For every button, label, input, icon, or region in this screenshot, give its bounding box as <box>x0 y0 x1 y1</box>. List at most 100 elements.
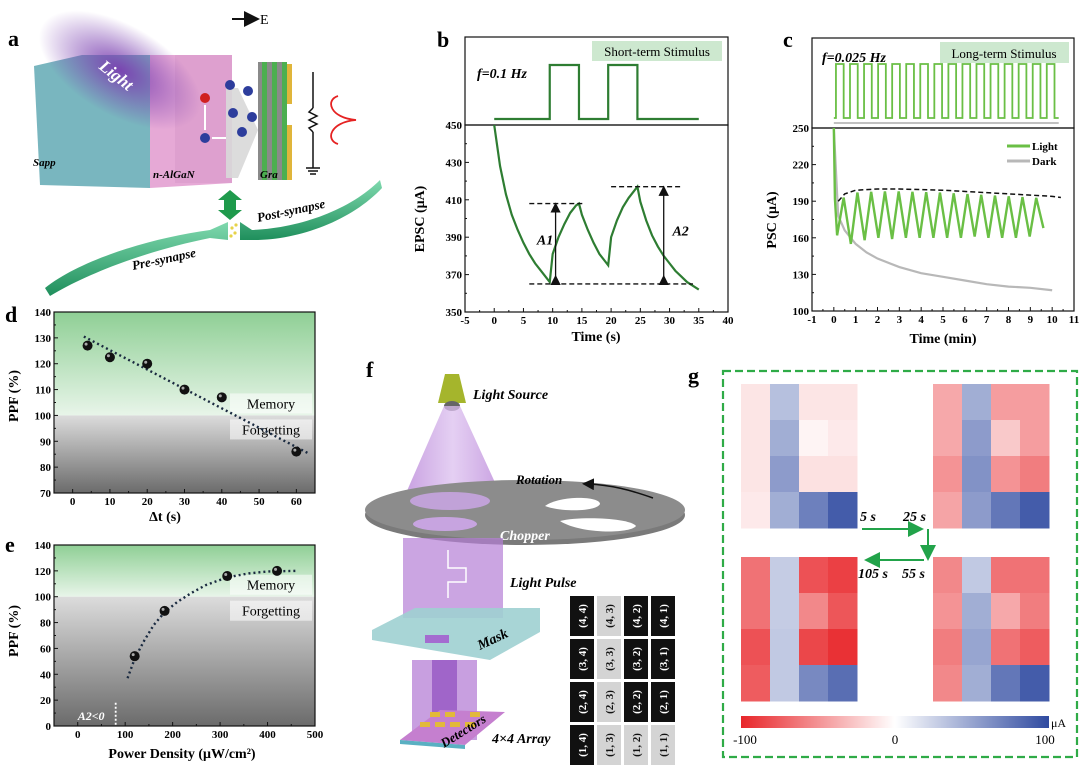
array-cell <box>597 639 621 679</box>
heatmap-cell <box>1020 456 1050 493</box>
data-point-d <box>291 446 302 457</box>
light-pulse-beam <box>403 538 503 618</box>
post-synapse-nerve <box>240 180 382 240</box>
heatmap-cell <box>991 593 1021 630</box>
array-grid: (4, 4) (4, 3) (4, 2) (4, 1) (3, 4) (3, 3) (3, … <box>570 596 675 765</box>
array-cell-label: (3, 1) <box>658 647 670 671</box>
array-cell-label: (4, 1) <box>658 604 670 628</box>
x-tick-label-c: 5 <box>940 314 946 326</box>
array-cell-label: (2, 3) <box>604 690 616 714</box>
time-label-55s: 55 s <box>902 567 926 582</box>
array-cell-label: (2, 1) <box>658 690 670 714</box>
x-tick-label-b: 35 <box>693 315 705 327</box>
array-cell-label: (3, 3) <box>604 647 616 671</box>
data-point-d <box>142 358 153 369</box>
y-tick-label-c: 100 <box>793 306 810 318</box>
y-tick-label-c: 220 <box>793 160 810 172</box>
y-tick-label-c: 130 <box>793 269 810 281</box>
array-cell-label: (1, 1) <box>658 733 670 757</box>
heatmap-cell <box>962 456 992 493</box>
data-point-e <box>159 605 170 616</box>
x-axis-label-b: Time (s) <box>571 330 620 345</box>
light-cone <box>403 406 503 500</box>
heatmap-cell <box>1020 420 1050 457</box>
heatmap-cell <box>741 456 771 493</box>
heatmap-cell <box>799 384 829 421</box>
heatmap-cell <box>933 665 963 702</box>
graphene-layers <box>258 62 292 180</box>
chart-title-c: Long-term Stimulus <box>951 46 1056 61</box>
data-point-d <box>104 352 115 363</box>
x-tick-label-d: 10 <box>104 496 116 508</box>
x-tick-label-e: 500 <box>307 729 324 741</box>
x-tick-label-b: 0 <box>491 315 497 327</box>
rotation-label: Rotation <box>515 472 562 487</box>
x-tick-label-c: 3 <box>897 314 903 326</box>
heatmap-cell <box>741 665 771 702</box>
panel-d: d Memory Forgetting 0 10 20 30 40 50 60 70 80 90 10… <box>5 302 316 525</box>
x-tick-label-d: 30 <box>179 496 191 508</box>
array-cell <box>597 596 621 636</box>
heatmap-cell <box>799 420 829 457</box>
light-pulse-label: Light Pulse <box>509 576 577 591</box>
spike-signal-icon <box>330 95 357 145</box>
heatmap-cell <box>828 629 858 666</box>
heatmap-cell <box>933 629 963 666</box>
heatmap-cell <box>991 420 1021 457</box>
heatmap-cell <box>991 456 1021 493</box>
stimulus-pulse-line-b <box>494 63 699 121</box>
heatmap-cell <box>962 557 992 594</box>
heatmap-cell <box>770 384 800 421</box>
memory-label-d: Memory <box>247 397 295 412</box>
time-label-25s: 25 s <box>902 510 927 525</box>
heatmap-cell <box>799 665 829 702</box>
detector-array <box>400 710 505 745</box>
x-tick-label-b: 15 <box>576 315 588 327</box>
y-tick-label-e: 80 <box>40 618 52 630</box>
y-tick-label-e: 0 <box>46 721 52 733</box>
light-beam <box>38 10 202 130</box>
heatmap-cell <box>1020 384 1050 421</box>
y-tick-label-c: 190 <box>793 196 810 208</box>
x-axis-label-e: Power Density (μW/cm²) <box>108 747 256 762</box>
y-tick-label-b: 390 <box>446 232 463 244</box>
light-line <box>832 127 1045 245</box>
heatmap-cell <box>933 420 963 457</box>
panel-f: f Light Source Rotation Chopper Light Pu… <box>365 357 685 765</box>
x-tick-label-e: 400 <box>259 729 276 741</box>
heatmap-cell <box>991 384 1021 421</box>
correspondence-arrow-icon <box>218 190 242 220</box>
array-cell <box>651 596 675 636</box>
epsc-line <box>493 124 700 291</box>
y-tick-label-d: 100 <box>35 410 52 422</box>
heatmap-frame <box>721 369 1079 759</box>
heatmap-cell <box>991 665 1021 702</box>
array-cell <box>624 596 648 636</box>
rotation-arrow-icon <box>582 478 654 499</box>
heatmap-cell <box>828 420 858 457</box>
y-tick-label-e: 20 <box>40 695 52 707</box>
array-cell <box>570 639 594 679</box>
x-tick-label-b: 20 <box>606 315 618 327</box>
heatmap-cell <box>1020 492 1050 529</box>
heatmap-cell <box>933 593 963 630</box>
title-box-b <box>592 41 722 61</box>
stimulus-trace-b <box>494 63 699 121</box>
heatmap-cell <box>799 456 829 493</box>
x-tick-label-b: 10 <box>547 315 559 327</box>
colorbar-mid-label: 0 <box>892 732 899 747</box>
chart-title-b: Short-term Stimulus <box>604 44 710 59</box>
data-point-d <box>82 340 93 351</box>
y-tick-label-b: 370 <box>446 270 463 282</box>
heatmap-cell <box>770 629 800 666</box>
heatmap-cell <box>770 557 800 594</box>
pre-synapse-nerve <box>45 222 228 296</box>
y-tick-label-e: 140 <box>35 540 52 552</box>
y-tick-label-e: 60 <box>40 643 52 655</box>
heatmap-cell <box>799 629 829 666</box>
y-tick-label-e: 40 <box>40 669 52 681</box>
x-tick-label-b: 25 <box>635 315 647 327</box>
array-cell <box>651 725 675 765</box>
x-tick-label-e: 200 <box>164 729 181 741</box>
